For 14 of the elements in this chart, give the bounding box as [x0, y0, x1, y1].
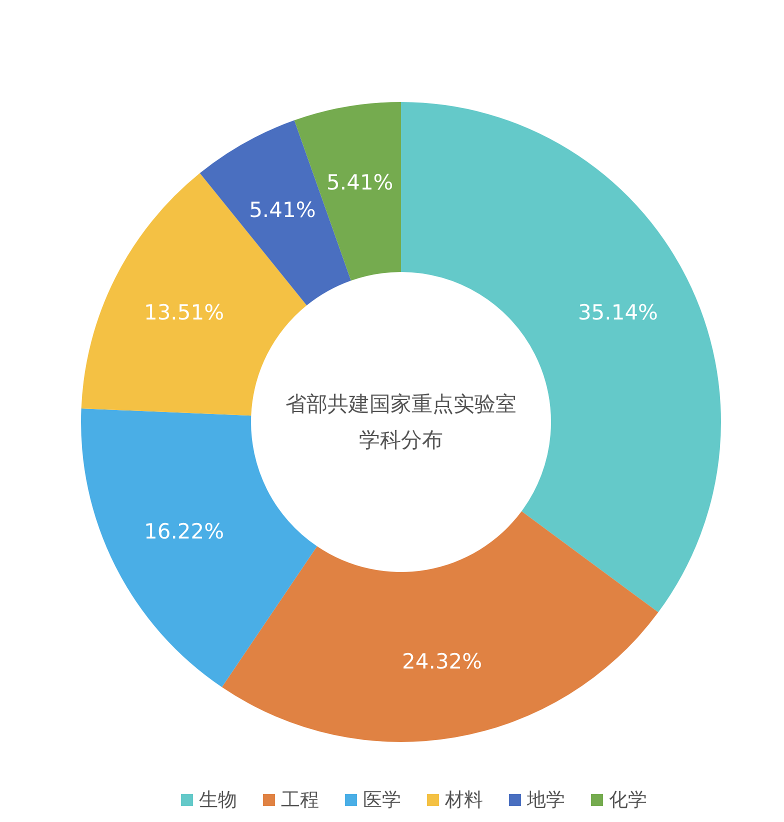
- data-label: 16.22%: [144, 519, 224, 544]
- legend-label: 生物: [199, 789, 237, 811]
- data-label: 13.51%: [144, 300, 224, 325]
- legend-label: 地学: [526, 789, 565, 811]
- data-label: 24.32%: [402, 650, 482, 674]
- text: 省部共建国家重点实验室学科分布: [286, 392, 516, 452]
- legend-label: 材料: [444, 789, 483, 811]
- legend-label: 化学: [609, 789, 647, 811]
- legend-label: 工程: [281, 789, 319, 811]
- legend-label: 医学: [363, 789, 401, 811]
- data-label: 5.41%: [326, 170, 394, 194]
- data-label: 5.41%: [249, 198, 316, 222]
- donut-slice: [222, 511, 658, 742]
- data-label: 35.14%: [578, 300, 658, 325]
